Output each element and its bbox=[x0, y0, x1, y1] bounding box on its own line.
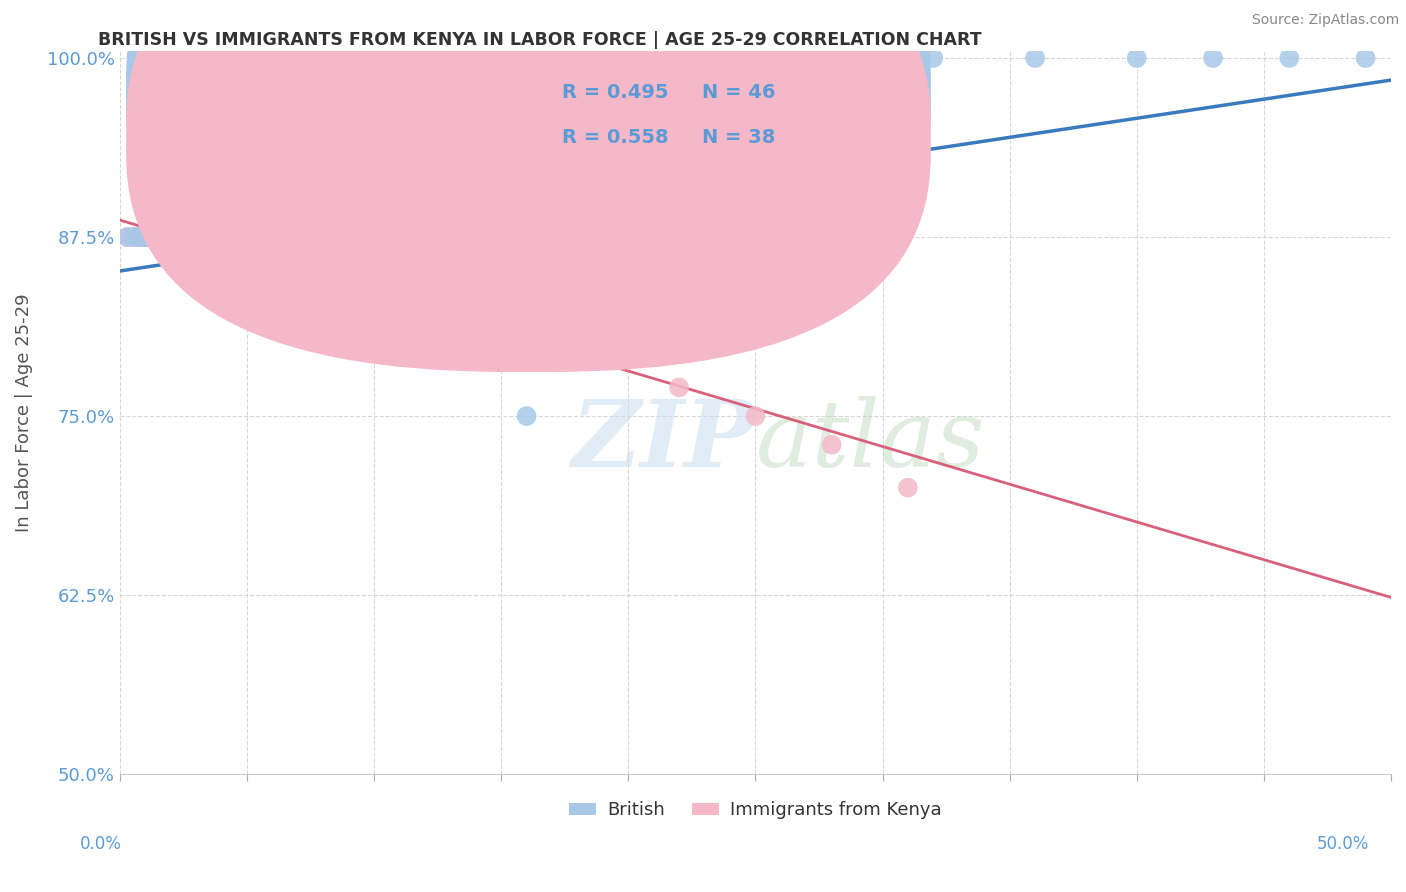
Text: BRITISH VS IMMIGRANTS FROM KENYA IN LABOR FORCE | AGE 25-29 CORRELATION CHART: BRITISH VS IMMIGRANTS FROM KENYA IN LABO… bbox=[98, 31, 981, 49]
Point bbox=[172, 230, 194, 244]
Point bbox=[157, 230, 180, 244]
Point bbox=[299, 294, 322, 309]
Point bbox=[149, 230, 172, 244]
Point bbox=[388, 280, 411, 294]
Point bbox=[617, 351, 640, 366]
Text: 0.0%: 0.0% bbox=[80, 835, 122, 853]
Point bbox=[136, 230, 159, 244]
Point bbox=[350, 266, 373, 280]
Point bbox=[1278, 51, 1301, 65]
Point bbox=[1354, 51, 1376, 65]
Point bbox=[363, 237, 385, 252]
FancyBboxPatch shape bbox=[127, 0, 931, 372]
Point bbox=[131, 230, 153, 244]
Point bbox=[439, 294, 461, 309]
Point bbox=[121, 230, 143, 244]
Text: R = 0.495: R = 0.495 bbox=[562, 83, 669, 102]
Point bbox=[117, 230, 139, 244]
Point bbox=[129, 230, 152, 244]
Point bbox=[193, 237, 215, 252]
Point bbox=[139, 230, 162, 244]
Point bbox=[218, 237, 240, 252]
Text: atlas: atlas bbox=[755, 396, 984, 486]
Point bbox=[211, 244, 233, 259]
Point bbox=[200, 259, 222, 273]
Point bbox=[1024, 51, 1046, 65]
Point bbox=[240, 237, 263, 252]
Y-axis label: In Labor Force | Age 25-29: In Labor Force | Age 25-29 bbox=[15, 293, 32, 532]
Point bbox=[231, 237, 253, 252]
Point bbox=[143, 230, 166, 244]
Point bbox=[159, 230, 181, 244]
Point bbox=[464, 351, 486, 366]
Point bbox=[262, 259, 284, 273]
Point bbox=[184, 230, 207, 244]
Point bbox=[149, 230, 172, 244]
Point bbox=[124, 230, 146, 244]
Point bbox=[134, 230, 156, 244]
Point bbox=[174, 230, 197, 244]
Point bbox=[281, 266, 304, 280]
Point bbox=[152, 230, 174, 244]
Point bbox=[127, 230, 149, 244]
Point bbox=[256, 237, 278, 252]
Point bbox=[281, 237, 304, 252]
Text: N = 38: N = 38 bbox=[702, 128, 775, 147]
Point bbox=[180, 230, 202, 244]
Point bbox=[143, 230, 166, 244]
Point bbox=[165, 230, 187, 244]
Point bbox=[142, 230, 165, 244]
Point bbox=[718, 230, 741, 244]
Point bbox=[821, 438, 844, 452]
Point bbox=[1125, 51, 1147, 65]
Point bbox=[136, 230, 159, 244]
Point bbox=[413, 309, 436, 323]
Point bbox=[193, 252, 215, 266]
Text: ZIP: ZIP bbox=[571, 396, 755, 486]
Text: 50.0%: 50.0% bbox=[1316, 835, 1369, 853]
Point bbox=[897, 481, 920, 495]
Point bbox=[221, 266, 243, 280]
Text: R = 0.558: R = 0.558 bbox=[562, 128, 669, 147]
Point bbox=[129, 230, 152, 244]
Point bbox=[155, 230, 177, 244]
Point bbox=[236, 244, 259, 259]
Point bbox=[184, 230, 207, 244]
Point bbox=[157, 230, 180, 244]
Point bbox=[744, 409, 766, 423]
Point bbox=[180, 230, 202, 244]
Legend: British, Immigrants from Kenya: British, Immigrants from Kenya bbox=[562, 794, 949, 827]
Point bbox=[142, 230, 165, 244]
Point bbox=[117, 230, 139, 244]
Point bbox=[388, 230, 411, 244]
Point bbox=[312, 252, 335, 266]
Point bbox=[155, 230, 177, 244]
FancyBboxPatch shape bbox=[495, 62, 851, 174]
Point bbox=[922, 51, 945, 65]
FancyBboxPatch shape bbox=[127, 0, 931, 326]
Point bbox=[131, 230, 153, 244]
Point bbox=[152, 230, 174, 244]
Point bbox=[165, 230, 187, 244]
Point bbox=[821, 230, 844, 244]
Text: N = 46: N = 46 bbox=[702, 83, 776, 102]
Point bbox=[579, 230, 602, 244]
Point bbox=[146, 230, 169, 244]
Point bbox=[668, 230, 690, 244]
Point bbox=[489, 309, 512, 323]
Point bbox=[337, 294, 360, 309]
Point bbox=[1202, 51, 1225, 65]
Point bbox=[134, 230, 156, 244]
Point bbox=[170, 230, 193, 244]
Point bbox=[124, 230, 146, 244]
Point bbox=[205, 230, 228, 244]
Text: Source: ZipAtlas.com: Source: ZipAtlas.com bbox=[1251, 13, 1399, 28]
Point bbox=[668, 380, 690, 394]
Point bbox=[159, 230, 181, 244]
Point bbox=[146, 230, 169, 244]
Point bbox=[541, 337, 564, 351]
Point bbox=[617, 230, 640, 244]
Point bbox=[516, 409, 538, 423]
Point bbox=[139, 230, 162, 244]
